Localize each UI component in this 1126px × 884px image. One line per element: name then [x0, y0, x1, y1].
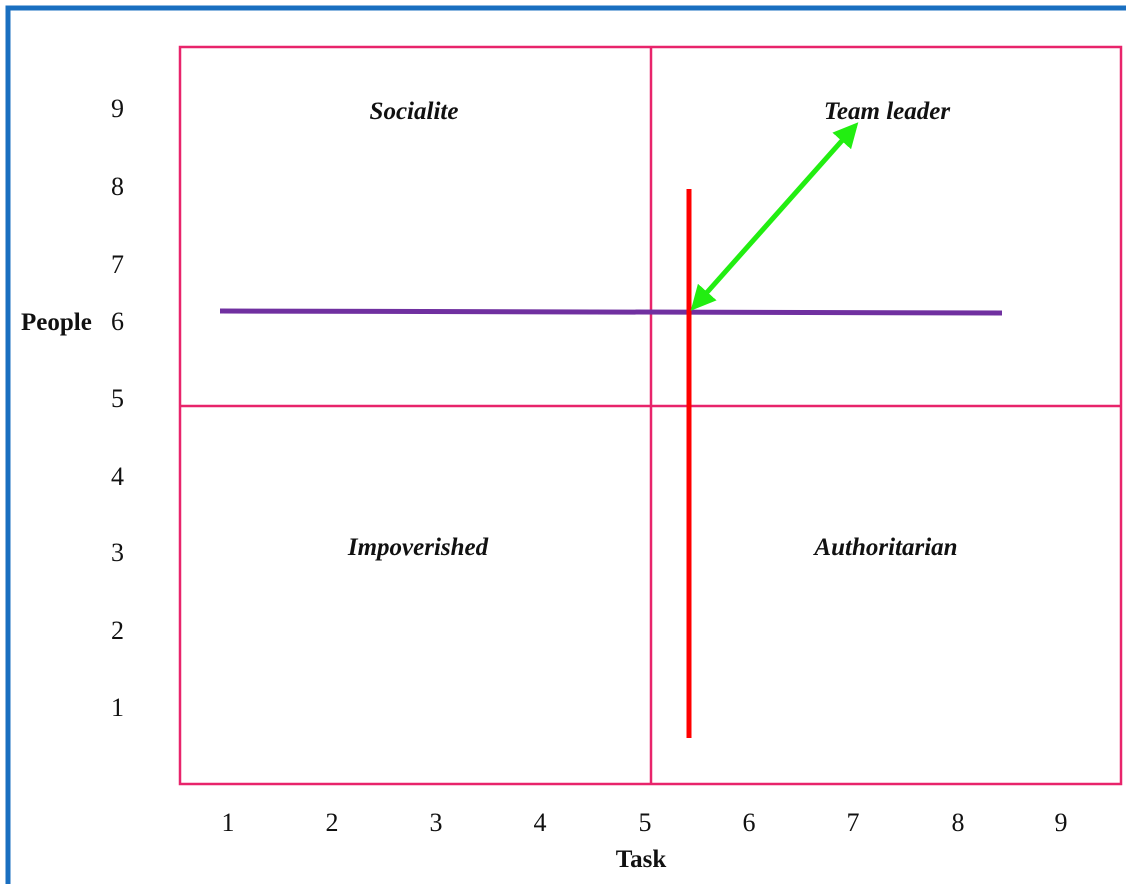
y-tick-5: 5 — [111, 384, 124, 413]
x-tick-7: 7 — [847, 808, 860, 837]
y-tick-7: 7 — [111, 250, 124, 279]
x-tick-5: 5 — [639, 808, 652, 837]
x-tick-2: 2 — [326, 808, 339, 837]
direction-arrow — [690, 122, 859, 311]
quadrant-label-team-leader: Team leader — [824, 98, 950, 125]
y-tick-8: 8 — [111, 172, 124, 201]
x-tick-1: 1 — [222, 808, 235, 837]
y-tick-6: 6 — [111, 307, 124, 336]
x-axis-label: Task — [616, 846, 667, 873]
y-tick-2: 2 — [111, 616, 124, 645]
y-tick-9: 9 — [111, 94, 124, 123]
outer-frame-border — [5, 5, 1126, 884]
y-tick-3: 3 — [111, 538, 124, 567]
x-tick-4: 4 — [534, 808, 547, 837]
quadrant-label-authoritarian: Authoritarian — [812, 534, 957, 561]
x-tick-6: 6 — [743, 808, 756, 837]
y-tick-4: 4 — [111, 462, 124, 491]
x-tick-3: 3 — [430, 808, 443, 837]
quadrant-label-socialite: Socialite — [370, 98, 459, 125]
people-level-line — [219, 308, 1003, 316]
y-axis-label: People — [21, 309, 92, 336]
quadrant-label-impoverished: Impoverished — [347, 534, 489, 561]
y-tick-1: 1 — [111, 693, 124, 722]
x-tick-8: 8 — [952, 808, 965, 837]
x-tick-9: 9 — [1055, 808, 1068, 837]
